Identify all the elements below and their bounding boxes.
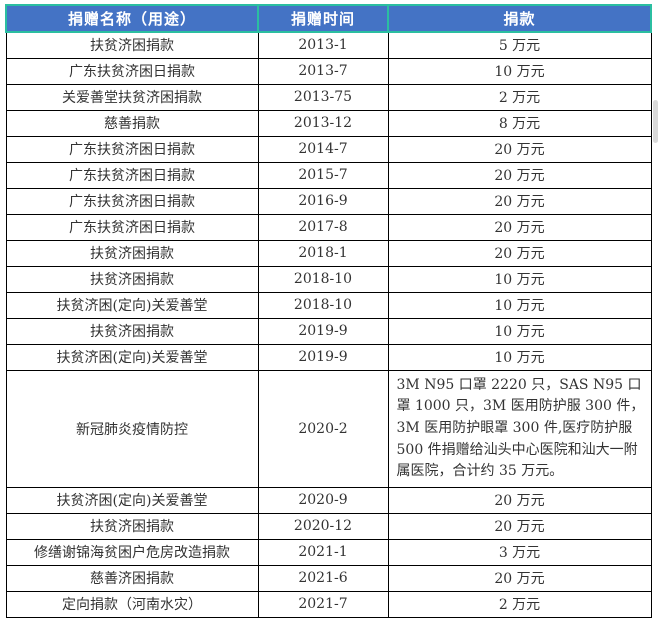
table-row: 扶贫济困捐款 2020-12 20 万元 [5, 512, 652, 540]
cell-donation-name: 关爱善堂扶贫济困捐款 [5, 83, 259, 111]
cell-donation-amount: 10 万元 [387, 291, 652, 319]
cell-donation-time: 2017-8 [257, 213, 389, 241]
cell-donation-name: 扶贫济困捐款 [5, 31, 259, 59]
column-header-donation-amount: 捐款 [387, 4, 652, 33]
table-row: 定向捐款（河南水灾） 2021-7 2 万元 [5, 590, 652, 618]
table-body: 扶贫济困捐款 2013-1 5 万元 广东扶贫济困日捐款 2013-7 10 万… [5, 31, 652, 618]
cell-donation-name: 扶贫济困捐款 [5, 512, 259, 540]
cell-donation-time: 2013-7 [257, 57, 389, 85]
table-row: 扶贫济困捐款 2018-10 10 万元 [5, 265, 652, 293]
cell-donation-amount: 8 万元 [387, 109, 652, 137]
cell-donation-name: 扶贫济困(定向)关爱善堂 [5, 343, 259, 371]
cell-donation-name: 修缮谢锦海贫困户危房改造捐款 [5, 538, 259, 566]
cell-donation-name: 扶贫济困(定向)关爱善堂 [5, 291, 259, 319]
cell-donation-amount: 2 万元 [387, 590, 652, 618]
cell-donation-time: 2013-1 [257, 31, 389, 59]
cell-donation-amount: 20 万元 [387, 213, 652, 241]
cell-donation-amount: 10 万元 [387, 57, 652, 85]
cell-donation-time: 2015-7 [257, 161, 389, 189]
cell-donation-time: 2021-6 [257, 564, 389, 592]
cell-donation-name: 广东扶贫济困日捐款 [5, 213, 259, 241]
cell-donation-amount: 20 万元 [387, 486, 652, 514]
cell-donation-amount: 10 万元 [387, 343, 652, 371]
cell-donation-name: 广东扶贫济困日捐款 [5, 135, 259, 163]
cell-donation-name: 扶贫济困(定向)关爱善堂 [5, 486, 259, 514]
cell-donation-amount: 3 万元 [387, 538, 652, 566]
table-row: 扶贫济困捐款 2018-1 20 万元 [5, 239, 652, 267]
cell-donation-amount: 20 万元 [387, 187, 652, 215]
table-row: 扶贫济困捐款 2013-1 5 万元 [5, 31, 652, 59]
column-header-donation-time: 捐赠时间 [257, 4, 389, 33]
table-row: 扶贫济困(定向)关爱善堂 2019-9 10 万元 [5, 343, 652, 371]
table-row: 广东扶贫济困日捐款 2015-7 20 万元 [5, 161, 652, 189]
table-row: 慈善捐款 2013-12 8 万元 [5, 109, 652, 137]
cell-donation-name: 扶贫济困捐款 [5, 317, 259, 345]
cell-donation-amount: 20 万元 [387, 564, 652, 592]
cell-donation-amount: 10 万元 [387, 317, 652, 345]
column-header-donation-name: 捐赠名称（用途） [5, 4, 259, 33]
table-row: 扶贫济困(定向)关爱善堂 2018-10 10 万元 [5, 291, 652, 319]
cell-donation-name: 扶贫济困捐款 [5, 239, 259, 267]
cell-donation-time: 2021-7 [257, 590, 389, 618]
cell-donation-time: 2020-9 [257, 486, 389, 514]
cell-donation-name: 慈善捐款 [5, 109, 259, 137]
cell-donation-time: 2013-75 [257, 83, 389, 111]
cell-donation-time: 2019-9 [257, 317, 389, 345]
cell-donation-name: 新冠肺炎疫情防控 [5, 369, 259, 488]
cell-donation-time: 2016-9 [257, 187, 389, 215]
table-row: 广东扶贫济困日捐款 2013-7 10 万元 [5, 57, 652, 85]
cell-donation-name: 扶贫济困捐款 [5, 265, 259, 293]
table-row: 广东扶贫济困日捐款 2017-8 20 万元 [5, 213, 652, 241]
cell-donation-amount: 20 万元 [387, 161, 652, 189]
cell-donation-time: 2013-12 [257, 109, 389, 137]
table-row: 关爱善堂扶贫济困捐款 2013-75 2 万元 [5, 83, 652, 111]
table-row: 修缮谢锦海贫困户危房改造捐款 2021-1 3 万元 [5, 538, 652, 566]
cell-donation-name: 定向捐款（河南水灾） [5, 590, 259, 618]
cell-donation-time: 2014-7 [257, 135, 389, 163]
table-row: 扶贫济困(定向)关爱善堂 2020-9 20 万元 [5, 486, 652, 514]
table-row: 广东扶贫济困日捐款 2014-7 20 万元 [5, 135, 652, 163]
cell-donation-name: 广东扶贫济困日捐款 [5, 187, 259, 215]
cell-donation-amount: 5 万元 [387, 31, 652, 59]
cell-donation-time: 2020-2 [257, 369, 389, 488]
table-header: 捐赠名称（用途） 捐赠时间 捐款 [5, 4, 652, 33]
cell-donation-time: 2020-12 [257, 512, 389, 540]
cell-donation-amount: 20 万元 [387, 512, 652, 540]
cell-donation-amount: 20 万元 [387, 239, 652, 267]
cell-donation-amount: 2 万元 [387, 83, 652, 111]
cell-donation-name: 慈善济困捐款 [5, 564, 259, 592]
cell-donation-time: 2019-9 [257, 343, 389, 371]
table-row: 慈善济困捐款 2021-6 20 万元 [5, 564, 652, 592]
scrollbar-thumb[interactable] [653, 100, 658, 143]
donations-table: 捐赠名称（用途） 捐赠时间 捐款 扶贫济困捐款 2013-1 5 万元 广东扶贫… [5, 4, 652, 618]
cell-donation-amount: 3M N95 口罩 2220 只，SAS N95 口罩 1000 只，3M 医用… [387, 369, 652, 488]
cell-donation-amount: 20 万元 [387, 135, 652, 163]
cell-donation-time: 2018-10 [257, 265, 389, 293]
header-row: 捐赠名称（用途） 捐赠时间 捐款 [5, 4, 652, 33]
table-row-covid: 新冠肺炎疫情防控 2020-2 3M N95 口罩 2220 只，SAS N95… [5, 369, 652, 488]
cell-donation-amount: 10 万元 [387, 265, 652, 293]
table-row: 扶贫济困捐款 2019-9 10 万元 [5, 317, 652, 345]
cell-donation-name: 广东扶贫济困日捐款 [5, 161, 259, 189]
cell-donation-time: 2021-1 [257, 538, 389, 566]
cell-donation-name: 广东扶贫济困日捐款 [5, 57, 259, 85]
cell-donation-time: 2018-1 [257, 239, 389, 267]
cell-donation-time: 2018-10 [257, 291, 389, 319]
table-row: 广东扶贫济困日捐款 2016-9 20 万元 [5, 187, 652, 215]
